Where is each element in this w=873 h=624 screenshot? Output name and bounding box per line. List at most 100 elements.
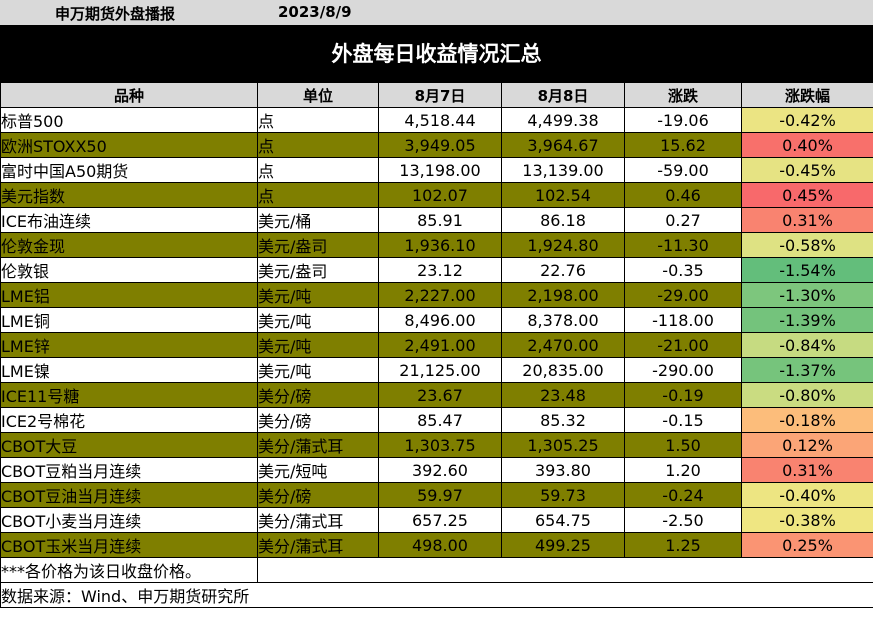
variety-cell: CBOT小麦当月连续 bbox=[0, 507, 258, 533]
change-cell: -0.19 bbox=[624, 382, 742, 408]
table-row: CBOT小麦当月连续 美分/蒲式耳 657.25 654.75 -2.50 -0.38% bbox=[0, 507, 873, 533]
change-cell: -29.00 bbox=[624, 282, 742, 308]
change-pct-cell: -0.18% bbox=[741, 407, 873, 433]
aug7-price-cell: 498.00 bbox=[378, 532, 502, 558]
aug7-price-cell: 85.47 bbox=[378, 407, 502, 433]
table-row: ICE2号棉花 美分/磅 85.47 85.32 -0.15 -0.18% bbox=[0, 407, 873, 433]
col-header-aug8: 8月8日 bbox=[501, 82, 625, 108]
change-pct-cell: -1.39% bbox=[741, 307, 873, 333]
variety-cell: ICE11号糖 bbox=[0, 382, 258, 408]
change-cell: -0.24 bbox=[624, 482, 742, 508]
unit-cell: 美分/磅 bbox=[257, 482, 379, 508]
variety-cell: LME镍 bbox=[0, 357, 258, 383]
variety-cell: CBOT豆油当月连续 bbox=[0, 482, 258, 508]
table-row: CBOT豆油当月连续 美分/磅 59.97 59.73 -0.24 -0.40% bbox=[0, 482, 873, 508]
change-pct-cell: 0.31% bbox=[741, 457, 873, 483]
unit-cell: 美分/磅 bbox=[257, 407, 379, 433]
aug7-price-cell: 1,936.10 bbox=[378, 232, 502, 258]
aug7-price-cell: 4,518.44 bbox=[378, 107, 502, 133]
aug8-price-cell: 8,378.00 bbox=[501, 307, 625, 333]
change-cell: 15.62 bbox=[624, 132, 742, 158]
brand-label: 申万期货外盘播报 bbox=[55, 5, 176, 23]
aug8-price-cell: 23.48 bbox=[501, 382, 625, 408]
unit-cell: 点 bbox=[257, 132, 379, 158]
aug8-price-cell: 59.73 bbox=[501, 482, 625, 508]
aug7-price-cell: 8,496.00 bbox=[378, 307, 502, 333]
variety-cell: CBOT玉米当月连续 bbox=[0, 532, 258, 558]
change-pct-cell: 0.45% bbox=[741, 182, 873, 208]
change-cell: -21.00 bbox=[624, 332, 742, 358]
variety-cell: 标普500 bbox=[0, 107, 258, 133]
aug8-price-cell: 1,924.80 bbox=[501, 232, 625, 258]
change-cell: -0.35 bbox=[624, 257, 742, 283]
note-row: ***各价格为该日收盘价格。 bbox=[0, 557, 873, 583]
change-cell: 1.50 bbox=[624, 432, 742, 458]
unit-cell: 美元/吨 bbox=[257, 357, 379, 383]
aug8-price-cell: 22.76 bbox=[501, 257, 625, 283]
source-row: 数据来源：Wind、申万期货研究所 bbox=[0, 582, 873, 608]
aug7-price-cell: 85.91 bbox=[378, 207, 502, 233]
aug8-price-cell: 13,139.00 bbox=[501, 157, 625, 183]
change-cell: 0.46 bbox=[624, 182, 742, 208]
variety-cell: 富时中国A50期货 bbox=[0, 157, 258, 183]
change-cell: 1.20 bbox=[624, 457, 742, 483]
col-header-change-pct: 涨跌幅 bbox=[741, 82, 873, 108]
unit-cell: 美元/吨 bbox=[257, 332, 379, 358]
unit-cell: 美元/盎司 bbox=[257, 257, 379, 283]
table-row: 标普500 点 4,518.44 4,499.38 -19.06 -0.42% bbox=[0, 107, 873, 133]
change-cell: -59.00 bbox=[624, 157, 742, 183]
table-header-row: 品种 单位 8月7日 8月8日 涨跌 涨跌幅 bbox=[0, 82, 873, 108]
report-date: 2023/8/9 bbox=[278, 3, 352, 21]
table-row: CBOT大豆 美分/蒲式耳 1,303.75 1,305.25 1.50 0.12% bbox=[0, 432, 873, 458]
aug8-price-cell: 1,305.25 bbox=[501, 432, 625, 458]
top-bar: 申万期货外盘播报 2023/8/9 bbox=[0, 0, 873, 26]
change-pct-cell: -0.58% bbox=[741, 232, 873, 258]
table-row: LME镍 美元/吨 21,125.00 20,835.00 -290.00 -1.37% bbox=[0, 357, 873, 383]
aug7-price-cell: 2,227.00 bbox=[378, 282, 502, 308]
unit-cell: 美元/吨 bbox=[257, 282, 379, 308]
unit-cell: 美分/磅 bbox=[257, 382, 379, 408]
change-cell: 0.27 bbox=[624, 207, 742, 233]
returns-table: 品种 单位 8月7日 8月8日 涨跌 涨跌幅 标普500 点 4,518.44 4,4… bbox=[0, 82, 873, 608]
variety-cell: LME铜 bbox=[0, 307, 258, 333]
change-pct-cell: 0.40% bbox=[741, 132, 873, 158]
table-row: CBOT玉米当月连续 美分/蒲式耳 498.00 499.25 1.25 0.25% bbox=[0, 532, 873, 558]
change-pct-cell: -1.37% bbox=[741, 357, 873, 383]
unit-cell: 美元/吨 bbox=[257, 307, 379, 333]
table-row: 富时中国A50期货点 13,198.00 13,139.00 -59.00 -0.45% bbox=[0, 157, 873, 183]
col-header-change: 涨跌 bbox=[624, 82, 742, 108]
change-pct-cell: -1.54% bbox=[741, 257, 873, 283]
unit-cell: 美元/短吨 bbox=[257, 457, 379, 483]
aug7-price-cell: 13,198.00 bbox=[378, 157, 502, 183]
aug7-price-cell: 59.97 bbox=[378, 482, 502, 508]
change-pct-cell: 0.25% bbox=[741, 532, 873, 558]
aug7-price-cell: 23.67 bbox=[378, 382, 502, 408]
col-header-unit: 单位 bbox=[257, 82, 379, 108]
col-header-variety: 品种 bbox=[0, 82, 258, 108]
aug8-price-cell: 102.54 bbox=[501, 182, 625, 208]
aug7-price-cell: 1,303.75 bbox=[378, 432, 502, 458]
variety-cell: CBOT大豆 bbox=[0, 432, 258, 458]
unit-cell: 点 bbox=[257, 157, 379, 183]
unit-cell: 美分/蒲式耳 bbox=[257, 532, 379, 558]
aug7-price-cell: 21,125.00 bbox=[378, 357, 502, 383]
aug8-price-cell: 2,198.00 bbox=[501, 282, 625, 308]
change-cell: -0.15 bbox=[624, 407, 742, 433]
aug7-price-cell: 657.25 bbox=[378, 507, 502, 533]
aug8-price-cell: 4,499.38 bbox=[501, 107, 625, 133]
change-pct-cell: -0.40% bbox=[741, 482, 873, 508]
aug7-price-cell: 23.12 bbox=[378, 257, 502, 283]
unit-cell: 美分/蒲式耳 bbox=[257, 432, 379, 458]
change-cell: -2.50 bbox=[624, 507, 742, 533]
unit-cell: 美元/桶 bbox=[257, 207, 379, 233]
aug7-price-cell: 2,491.00 bbox=[378, 332, 502, 358]
table-row: LME锌 美元/吨 2,491.00 2,470.00 -21.00 -0.84% bbox=[0, 332, 873, 358]
change-cell: -19.06 bbox=[624, 107, 742, 133]
change-cell: -118.00 bbox=[624, 307, 742, 333]
change-pct-cell: -1.30% bbox=[741, 282, 873, 308]
unit-cell: 美元/盎司 bbox=[257, 232, 379, 258]
change-pct-cell: -0.84% bbox=[741, 332, 873, 358]
table-row: ICE布油连续 美元/桶 85.91 86.18 0.27 0.31% bbox=[0, 207, 873, 233]
data-source: 数据来源：Wind、申万期货研究所 bbox=[0, 582, 873, 608]
